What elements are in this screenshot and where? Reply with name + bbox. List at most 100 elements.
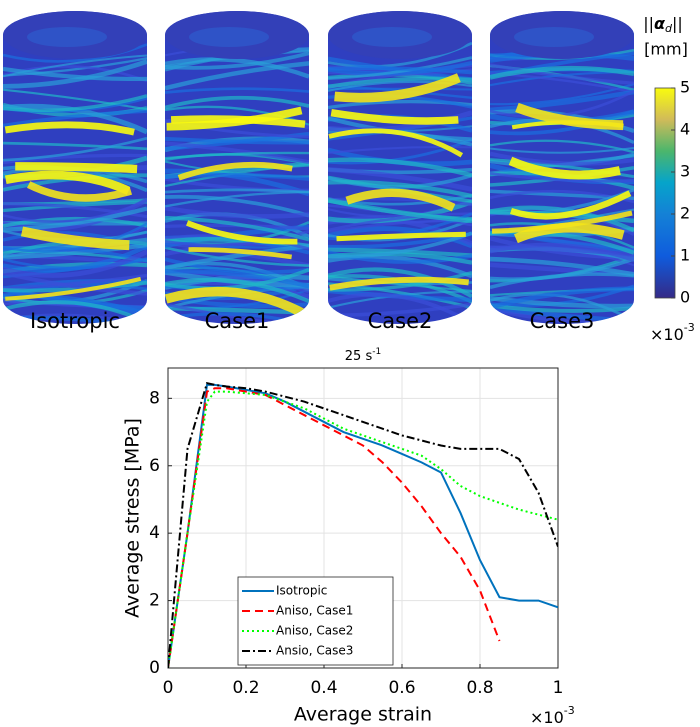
texture-streak	[490, 295, 634, 309]
texture-streak	[165, 141, 309, 165]
legend-label: Ansio, Case3	[276, 644, 353, 658]
legend-label: Aniso, Case1	[276, 604, 353, 618]
x-multiplier: ×10-3	[530, 704, 575, 727]
cylinders	[3, 11, 634, 324]
texture-streak	[3, 109, 147, 128]
y-tick-label: 0	[149, 658, 160, 678]
texture-streak	[490, 146, 634, 154]
texture-streak	[490, 257, 634, 281]
cylinder	[3, 11, 147, 324]
texture-streak	[3, 66, 147, 82]
texture-streak	[3, 141, 147, 151]
damage-band	[345, 188, 456, 212]
y-axis-label: Average stress [MPa]	[122, 418, 144, 618]
case-label: Isotropic	[30, 309, 120, 333]
damage-band	[491, 210, 633, 234]
texture-streak	[165, 87, 309, 94]
texture-streak	[328, 66, 472, 75]
texture-streak	[3, 54, 147, 78]
texture-streak	[165, 190, 309, 208]
y-tick-label: 4	[149, 523, 160, 543]
series-line	[168, 387, 501, 668]
texture-streak	[490, 89, 634, 113]
texture-streak	[328, 197, 472, 224]
texture-streak	[3, 216, 147, 228]
series-line	[168, 381, 558, 668]
texture-streak	[328, 267, 472, 299]
texture-streak	[328, 302, 472, 318]
texture-streak	[328, 138, 472, 165]
texture-streak	[3, 273, 147, 291]
legend-label: Aniso, Case2	[276, 624, 353, 638]
texture-streak	[490, 139, 634, 154]
x-tick-label: 0.2	[232, 678, 259, 698]
colorbar-tick-label: 0	[680, 288, 690, 307]
damage-band	[330, 109, 459, 125]
cylinder-body	[490, 11, 634, 324]
x-axis-label: Average strain	[294, 704, 432, 726]
texture-streak	[3, 198, 147, 223]
texture-streak	[165, 51, 309, 70]
texture-streak	[165, 277, 309, 304]
texture-streak	[165, 268, 309, 289]
cylinder	[165, 11, 309, 324]
damage-band	[5, 276, 142, 301]
texture-streak	[490, 292, 634, 323]
texture-streak	[165, 194, 309, 218]
texture-streak	[490, 256, 634, 277]
damage-band	[328, 128, 464, 158]
texture-streak	[490, 65, 634, 80]
x-tick-label: 0	[163, 678, 174, 698]
texture-streak	[328, 157, 472, 178]
texture-streak	[165, 243, 309, 270]
damage-band	[509, 190, 632, 220]
texture-streak	[3, 257, 147, 270]
cylinder-top-spot	[27, 27, 107, 47]
texture-streak	[490, 151, 634, 166]
texture-streak	[328, 87, 472, 91]
texture-streak	[328, 197, 472, 207]
texture-streak	[490, 171, 634, 183]
damage-band	[336, 231, 466, 242]
damage-band	[4, 121, 135, 136]
texture-streak	[328, 180, 472, 199]
damage-band	[177, 161, 293, 181]
texture-streak	[165, 302, 309, 324]
texture-streak	[3, 249, 147, 278]
texture-streak	[3, 153, 147, 165]
texture-streak	[328, 254, 472, 279]
cylinder-body	[165, 11, 309, 324]
cylinder-body	[3, 11, 147, 324]
cylinder-top-spot	[514, 27, 594, 47]
damage-band	[334, 73, 461, 103]
legend-label: Isotropic	[276, 584, 327, 598]
texture-streak	[328, 292, 472, 324]
colorbar-tick-label: 3	[680, 162, 690, 181]
colorbar-unit: [mm]	[644, 40, 688, 59]
texture-streak	[165, 267, 309, 291]
damage-band	[20, 226, 130, 251]
texture-streak	[3, 200, 147, 213]
damage-band	[186, 220, 298, 245]
texture-streak	[490, 303, 634, 313]
texture-streak	[165, 136, 309, 145]
x-tick-label: 0.4	[310, 678, 337, 698]
case-label: Case3	[530, 309, 595, 333]
damage-band	[165, 286, 306, 318]
texture-streak	[490, 242, 634, 263]
texture-streak	[3, 94, 147, 113]
case-label: Case2	[368, 309, 433, 333]
cylinder	[490, 11, 634, 324]
colorbar-tick-label: 4	[680, 120, 690, 139]
texture-streak	[165, 95, 309, 110]
series-line	[168, 383, 558, 668]
texture-streak	[3, 57, 147, 77]
texture-streak	[3, 136, 147, 162]
colorbar-tick-label: 5	[680, 78, 690, 97]
damage-band	[170, 115, 306, 128]
damage-band	[188, 247, 292, 260]
y-tick-label: 2	[149, 591, 160, 611]
colorbar-label: ||αd||	[643, 14, 683, 36]
texture-streak	[165, 246, 309, 267]
texture-streak	[328, 146, 472, 154]
